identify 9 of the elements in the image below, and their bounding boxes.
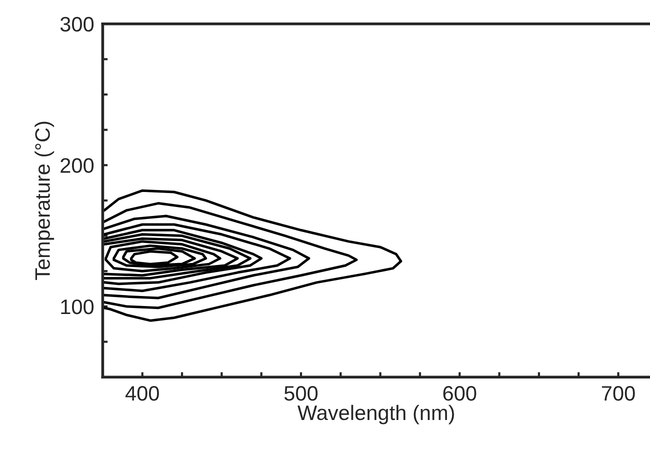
- x-tick-label: 400: [125, 386, 159, 401]
- y-tick-label: 100: [61, 299, 94, 314]
- x-tick-label: 500: [284, 386, 318, 401]
- x-tick-label: 600: [443, 386, 476, 401]
- y-tick-label: 300: [60, 16, 94, 32]
- x-axis-title: Wavelength (nm): [298, 404, 454, 424]
- y-tick-label: 200: [60, 158, 94, 173]
- x-tick-label: 700: [602, 386, 635, 401]
- y-axis-title: Temperature (°C): [34, 122, 54, 280]
